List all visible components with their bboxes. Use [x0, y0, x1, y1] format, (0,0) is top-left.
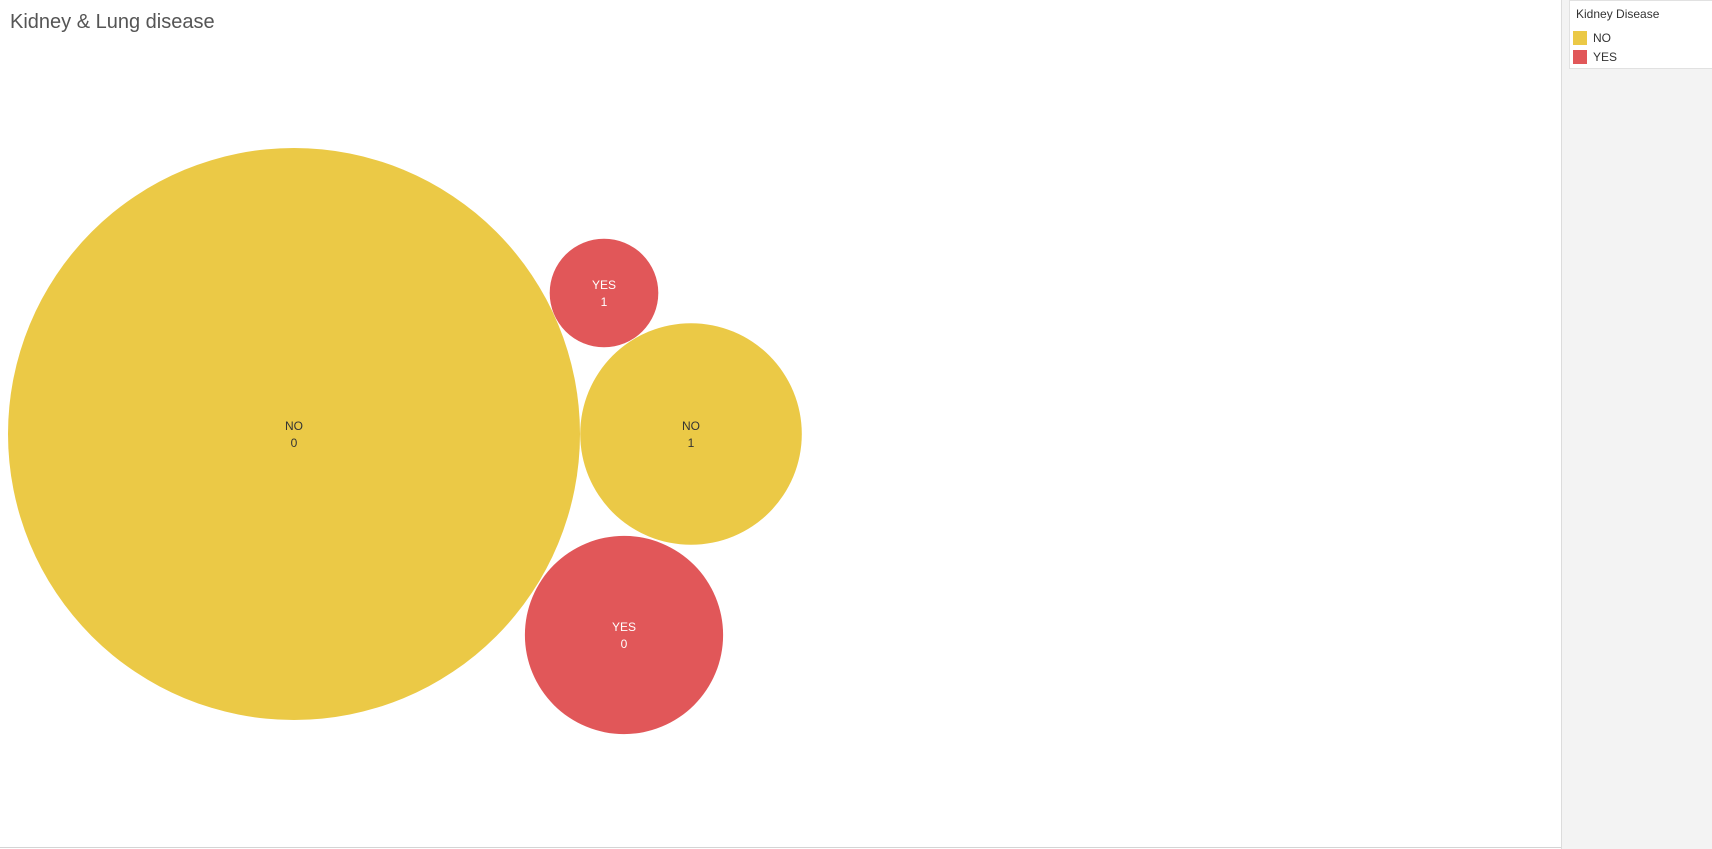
- bubble-label-lung-yes-1: 1: [601, 295, 608, 309]
- bubble-label-lung-no-1: 1: [688, 436, 695, 450]
- bubble-yes-1[interactable]: YES 1: [549, 238, 659, 348]
- legend-item-yes[interactable]: YES: [1573, 49, 1703, 65]
- legend-label-no: NO: [1593, 31, 1611, 45]
- bubble-label-kidney-no-1: NO: [682, 419, 700, 433]
- legend-label-yes: YES: [1593, 50, 1618, 64]
- bubble-label-kidney-yes-1: YES: [592, 278, 616, 292]
- legend-title: Kidney Disease: [1576, 7, 1660, 21]
- viz-area: Kidney & Lung disease NO 0 NO 1 YES 0 YES 1: [0, 11, 1561, 848]
- legend-swatch-no: [1573, 31, 1587, 45]
- bubble-mark-yes-1[interactable]: [549, 238, 659, 348]
- legend-swatch-yes: [1573, 50, 1587, 64]
- legend-item-no[interactable]: NO: [1573, 30, 1703, 46]
- bubble-label-kidney-no-0: NO: [285, 419, 303, 433]
- bubble-no-1[interactable]: NO 1: [580, 323, 802, 545]
- color-legend[interactable]: Kidney Disease NO YES: [1569, 0, 1712, 69]
- bubble-yes-0[interactable]: YES 0: [524, 535, 724, 735]
- bubble-label-lung-no-0: 0: [291, 436, 298, 450]
- bubble-mark-yes-0[interactable]: [524, 535, 724, 735]
- bubble-label-kidney-yes-0: YES: [612, 620, 636, 634]
- bubble-mark-no-0[interactable]: [8, 148, 580, 720]
- side-panel: Kidney Disease NO YES: [1561, 0, 1712, 849]
- bubble-no-0[interactable]: NO 0: [8, 148, 580, 720]
- bubble-chart: NO 0 NO 1 YES 0 YES 1: [8, 148, 802, 735]
- chart-title: Kidney & Lung disease: [10, 11, 215, 33]
- bubble-mark-no-1[interactable]: [580, 323, 802, 545]
- bubble-label-lung-yes-0: 0: [621, 637, 628, 651]
